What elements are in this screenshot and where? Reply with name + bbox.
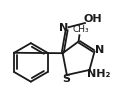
Text: NH₂: NH₂ [87,69,110,79]
Text: N: N [59,23,68,33]
Text: N: N [95,45,104,55]
Text: OH: OH [84,14,102,24]
Text: S: S [62,74,70,84]
Text: CH₃: CH₃ [72,25,89,34]
